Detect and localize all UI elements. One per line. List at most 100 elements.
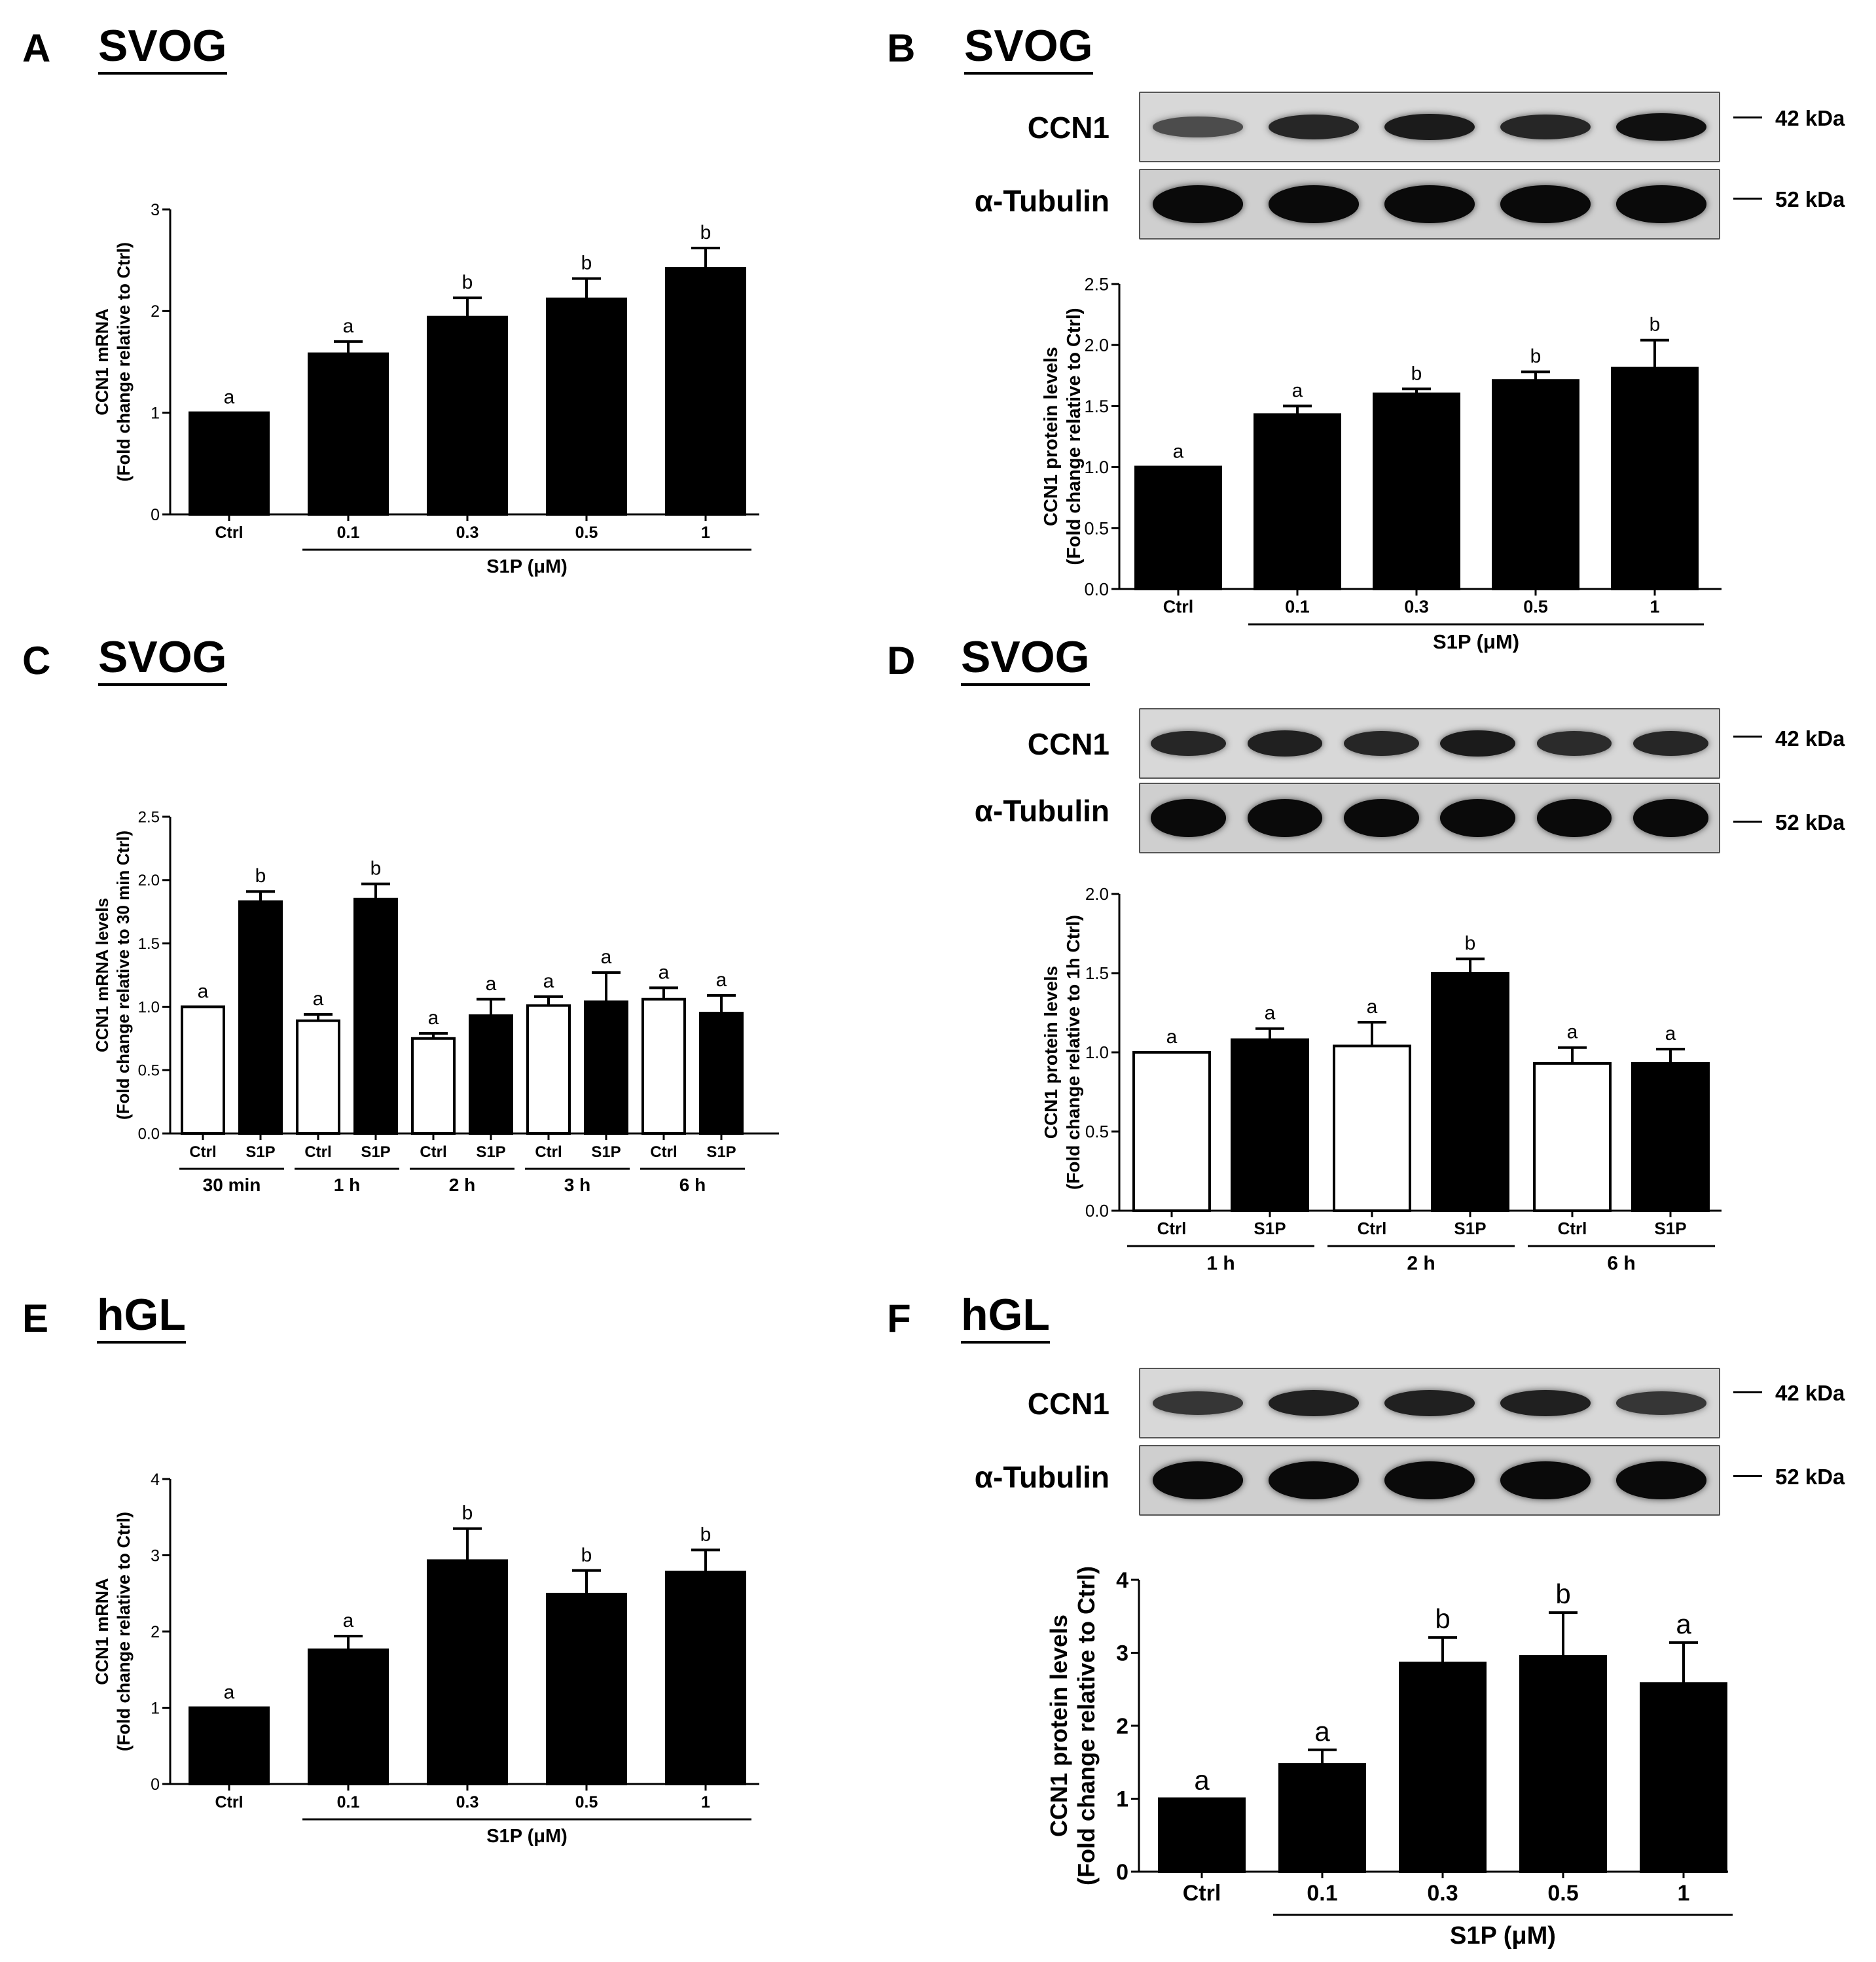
y-tick-label: 2 — [151, 1623, 160, 1641]
blot-d-tubulin-band — [1151, 799, 1227, 837]
blot-d-ccn1-band — [1151, 730, 1227, 757]
blot-b-label-ccn1: CCN1 — [1027, 111, 1109, 145]
panel-label-b: B — [887, 26, 916, 70]
blot-b-tubulin-band — [1500, 185, 1591, 223]
y-tick-label: 1 — [151, 1699, 160, 1717]
significance-letter: b — [1435, 1603, 1450, 1634]
x-tick-label: S1P — [1254, 1219, 1286, 1238]
bar — [411, 1037, 456, 1135]
blot-d-ccn1-band — [1632, 730, 1708, 757]
blot-f-tubulin-band — [1500, 1461, 1591, 1499]
panel-title-c: SVOG — [98, 635, 227, 686]
y-tick-label: 3 — [1116, 1641, 1128, 1666]
bar — [1399, 1662, 1487, 1874]
bar — [1533, 1061, 1612, 1212]
blot-d-ccn1-band — [1440, 730, 1516, 757]
y-tick-label: 0.5 — [138, 1062, 160, 1080]
panel-title-b: SVOG — [964, 24, 1093, 75]
x-tick-label: S1P — [476, 1143, 505, 1161]
significance-letter: a — [1173, 441, 1184, 463]
blot-b-tubulin-band — [1269, 185, 1360, 223]
blot-f-tubulin-band — [1384, 1461, 1475, 1499]
bar — [1254, 413, 1341, 590]
blot-b-ccn1-band — [1384, 113, 1475, 141]
x-tick-label: 1 — [1650, 597, 1659, 616]
x-tick-label: Ctrl — [1163, 597, 1194, 616]
bar — [1134, 465, 1222, 590]
significance-letter: a — [224, 1682, 235, 1703]
blot-b-mw-tick-52 — [1733, 198, 1762, 200]
x-tick-label: 1 — [701, 1793, 710, 1811]
bar — [665, 267, 746, 516]
x-tick-label: 0.1 — [337, 524, 360, 542]
y-tick-label: 3 — [151, 1546, 160, 1565]
x-tick-label: Ctrl — [650, 1143, 677, 1161]
bar — [1492, 379, 1579, 590]
blot-b-ccn1-strip — [1139, 92, 1720, 162]
significance-letter: a — [224, 387, 235, 408]
blot-b-ccn1-band — [1153, 116, 1244, 137]
significance-letter: a — [1314, 1716, 1330, 1747]
bar — [1231, 1038, 1309, 1212]
bar — [1631, 1061, 1710, 1212]
group-label: 1 h — [334, 1175, 360, 1195]
blot-f-tubulin-band — [1153, 1461, 1244, 1499]
significance-letter: a — [1166, 1026, 1178, 1048]
y-tick-label: 2.5 — [1084, 274, 1109, 294]
y-axis-label: CCN1 mRNA — [92, 1578, 112, 1685]
significance-letter: b — [1411, 363, 1422, 384]
y-tick-label: 1.0 — [138, 999, 160, 1016]
significance-letter: a — [1665, 1023, 1676, 1044]
y-axis-label: CCN1 protein levels — [1041, 347, 1062, 526]
significance-letter: b — [1650, 314, 1661, 336]
chart-d: 0.0 0.5 1.0 1.5 2.0 CCN1 protein levels (Fold … — [1041, 884, 1722, 1274]
y-axis-label: CCN1 protein levels — [1041, 966, 1061, 1139]
significance-letter: a — [716, 969, 727, 991]
bar — [181, 1005, 225, 1135]
bar — [296, 1019, 340, 1135]
blot-d-ccn1-band — [1247, 730, 1323, 757]
significance-letter: a — [486, 973, 497, 995]
x-tick-label: 0.5 — [1547, 1881, 1578, 1906]
y-tick-label: 1.5 — [1084, 397, 1109, 416]
blot-f-mw-tick-52 — [1733, 1475, 1762, 1477]
y-tick-label: 3 — [151, 201, 160, 219]
bar — [1333, 1044, 1411, 1212]
group-label: 2 h — [1407, 1253, 1435, 1274]
blot-f-mw-52: 52 kDa — [1775, 1465, 1845, 1489]
bar — [584, 1000, 628, 1135]
blot-b-tubulin-band — [1615, 185, 1706, 223]
chart-b: 0.0 0.5 1.0 1.5 2.0 2.5 CCN1 protein levels (Fo… — [1041, 274, 1722, 653]
bar — [1132, 1051, 1211, 1212]
y-axis-label-2: (Fold change relative to 1h Ctrl) — [1063, 915, 1083, 1190]
significance-letter: b — [700, 222, 712, 243]
x-tick-label: 0.5 — [1523, 597, 1548, 616]
x-tick-label: 0.1 — [1307, 1881, 1337, 1906]
y-tick-label: 0.0 — [1085, 1201, 1109, 1221]
significance-letter: a — [1676, 1609, 1691, 1639]
group-label: 1 h — [1206, 1253, 1235, 1274]
y-tick-label: 1.5 — [138, 935, 160, 953]
blot-b-tubulin-strip — [1139, 169, 1720, 240]
y-tick-label: 1.0 — [1084, 457, 1109, 477]
blot-f-mw-tick-42 — [1733, 1391, 1762, 1393]
x-tick-label: Ctrl — [420, 1143, 446, 1161]
bar — [1640, 1682, 1727, 1874]
bar — [1373, 392, 1460, 590]
y-axis-label: CCN1 protein levels — [1045, 1614, 1072, 1837]
significance-letter: a — [313, 988, 324, 1010]
significance-letter: a — [1567, 1022, 1578, 1043]
x-tick-label: 0.3 — [456, 1793, 479, 1811]
x-tick-label: S1P — [1454, 1219, 1486, 1238]
y-tick-label: 2 — [1116, 1714, 1128, 1739]
x-tick-label: 1 — [701, 524, 710, 542]
x-tick-label: 0.1 — [337, 1793, 360, 1811]
x-tick-label: Ctrl — [535, 1143, 562, 1161]
blot-b-ccn1-band — [1615, 113, 1706, 141]
group-label: S1P (μM) — [486, 556, 568, 577]
y-tick-label: 1 — [151, 404, 160, 422]
blot-b-label-tubulin: α-Tubulin — [974, 184, 1109, 218]
y-tick-label: 0 — [151, 1775, 160, 1794]
significance-letter: b — [700, 1524, 712, 1545]
y-axis-label: CCN1 mRNA levels — [92, 898, 112, 1052]
